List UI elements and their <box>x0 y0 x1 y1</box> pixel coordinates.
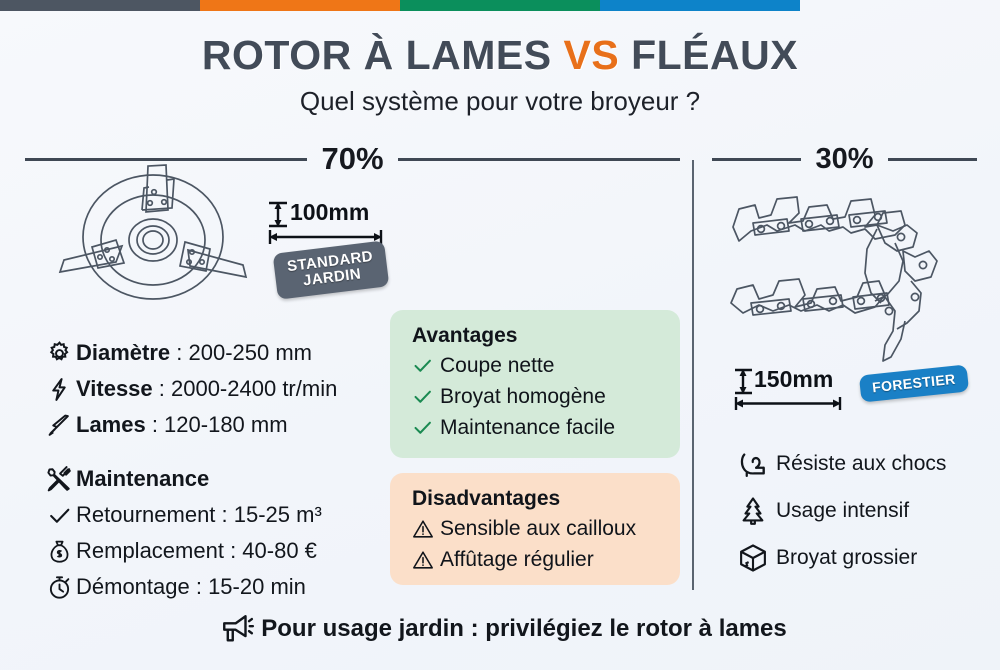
disadvantage-text: Affûtage régulier <box>440 547 594 571</box>
advantage-item: Broyat homogène <box>390 381 680 412</box>
advantage-item: Maintenance facile <box>390 412 680 443</box>
feature-row-usage: Usage intensif <box>730 487 990 534</box>
column-divider <box>692 160 694 590</box>
feature-text-resiste: Résiste aux chocs <box>776 451 947 475</box>
topbar-segment-empty <box>800 0 1000 11</box>
maintenance-heading: Maintenance <box>76 466 210 491</box>
standard-jardin-badge: STANDARD JARDIN <box>272 240 390 301</box>
feature-text-usage: Usage intensif <box>776 498 910 522</box>
maintenance-text-remplacement: Remplacement : 40-80 € <box>76 538 317 563</box>
maintenance-row-remplacement: Remplacement : 40-80 € <box>42 534 387 568</box>
check-icon <box>412 417 440 438</box>
advantages-title: Avantages <box>412 324 518 347</box>
maintenance-heading-row: Maintenance <box>42 462 387 496</box>
left-spec-list: Diamètre : 200-250 mm Vitesse : 2000-240… <box>42 336 387 606</box>
left-percent-divider: 70% <box>25 140 681 178</box>
topbar-segment-blue <box>600 0 800 11</box>
disadvantages-title: Disadvantages <box>412 487 561 510</box>
disadvantage-item: Affûtage régulier <box>390 544 680 575</box>
warning-triangle-icon <box>412 518 440 540</box>
forestier-badge: FORESTIER <box>858 364 969 403</box>
spec-label-lames: Lames <box>76 412 146 437</box>
footer-recommendation: Pour usage jardin : privilégiez le rotor… <box>0 612 1000 646</box>
spec-text-lames: Lames : 120-180 mm <box>76 412 288 438</box>
top-color-bar <box>0 0 1000 11</box>
title-part-1: ROTOR À LAMES <box>201 32 564 78</box>
maintenance-text-demontage: Démontage : 15-20 min <box>76 574 306 599</box>
disadvantages-box: Disadvantages Sensible aux cailloux Affû… <box>390 473 680 585</box>
right-dimension-marker: 150mm <box>732 366 852 410</box>
advantages-box: Avantages Coupe nette Broyat homogène Ma… <box>390 310 680 458</box>
disadvantage-item: Sensible aux cailloux <box>390 513 680 544</box>
advantage-text: Coupe nette <box>440 353 555 377</box>
spec-text-vitesse: Vitesse : 2000-2400 tr/min <box>76 376 337 402</box>
topbar-segment-slate <box>0 0 200 11</box>
gear-icon <box>42 338 76 368</box>
left-dimension-label: 100mm <box>290 199 370 225</box>
advantage-item: Coupe nette <box>390 350 680 381</box>
right-percent-value: 30% <box>815 142 874 175</box>
spec-label-vitesse: Vitesse <box>76 376 153 401</box>
spec-value-lames: : 120-180 mm <box>145 412 288 437</box>
left-dimension-marker: 100mm <box>265 199 395 245</box>
spec-value-vitesse: : 2000-2400 tr/min <box>152 376 338 401</box>
right-dimension-label: 150mm <box>754 366 834 392</box>
check-icon <box>412 355 440 376</box>
disadvantage-text: Sensible aux cailloux <box>440 516 637 540</box>
spec-text-diametre: Diamètre : 200-250 mm <box>76 340 312 366</box>
page-title: ROTOR À LAMES VS FLÉAUX <box>0 32 1000 79</box>
pine-tree-icon <box>730 496 776 526</box>
divider-line-left <box>25 157 308 161</box>
title-vs: VS <box>563 32 620 78</box>
divider-line-right <box>887 157 978 161</box>
maintenance-text-retournement: Retournement : 15-25 m³ <box>76 502 322 527</box>
tools-icon <box>42 464 76 494</box>
spec-value-diametre: : 200-250 mm <box>170 340 312 365</box>
rotor-blade-illustration <box>50 162 260 312</box>
advantage-text: Maintenance facile <box>440 415 616 439</box>
spec-row-vitesse: Vitesse : 2000-2400 tr/min <box>42 372 387 406</box>
spec-row-diametre: Diamètre : 200-250 mm <box>42 336 387 370</box>
feature-row-broyat: Broyat grossier <box>730 534 990 581</box>
check-icon <box>412 386 440 407</box>
footer-text: Pour usage jardin : privilégiez le rotor… <box>261 615 787 642</box>
maintenance-row-retournement: Retournement : 15-25 m³ <box>42 498 387 532</box>
spec-label-diametre: Diamètre <box>76 340 171 365</box>
title-part-2: FLÉAUX <box>619 32 799 78</box>
spec-spacer <box>42 444 387 462</box>
feature-text-broyat: Broyat grossier <box>776 545 918 569</box>
warning-triangle-icon <box>412 549 440 571</box>
box-3d-icon <box>730 543 776 573</box>
page-subtitle: Quel système pour votre broyeur ? <box>299 86 701 116</box>
left-percent-value: 70% <box>321 141 384 176</box>
money-bag-icon <box>42 536 76 566</box>
right-percent-divider: 30% <box>712 140 978 178</box>
megaphone-icon <box>213 612 261 646</box>
divider-line-left <box>712 157 802 161</box>
right-feature-list: Résiste aux chocs Usage intensif Bro <box>730 440 990 581</box>
saw-chain-illustration <box>725 185 965 365</box>
knife-icon <box>42 410 76 440</box>
topbar-segment-green <box>400 0 600 11</box>
muscle-arm-icon <box>730 449 776 479</box>
feature-row-resiste: Résiste aux chocs <box>730 440 990 487</box>
divider-line-right <box>397 157 681 161</box>
maintenance-row-demontage: Démontage : 15-20 min <box>42 570 387 604</box>
advantage-text: Broyat homogène <box>440 384 606 408</box>
check-icon <box>42 500 76 530</box>
spec-row-lames: Lames : 120-180 mm <box>42 408 387 442</box>
topbar-segment-orange <box>200 0 400 11</box>
stopwatch-icon <box>42 572 76 602</box>
lightning-icon <box>42 374 76 404</box>
